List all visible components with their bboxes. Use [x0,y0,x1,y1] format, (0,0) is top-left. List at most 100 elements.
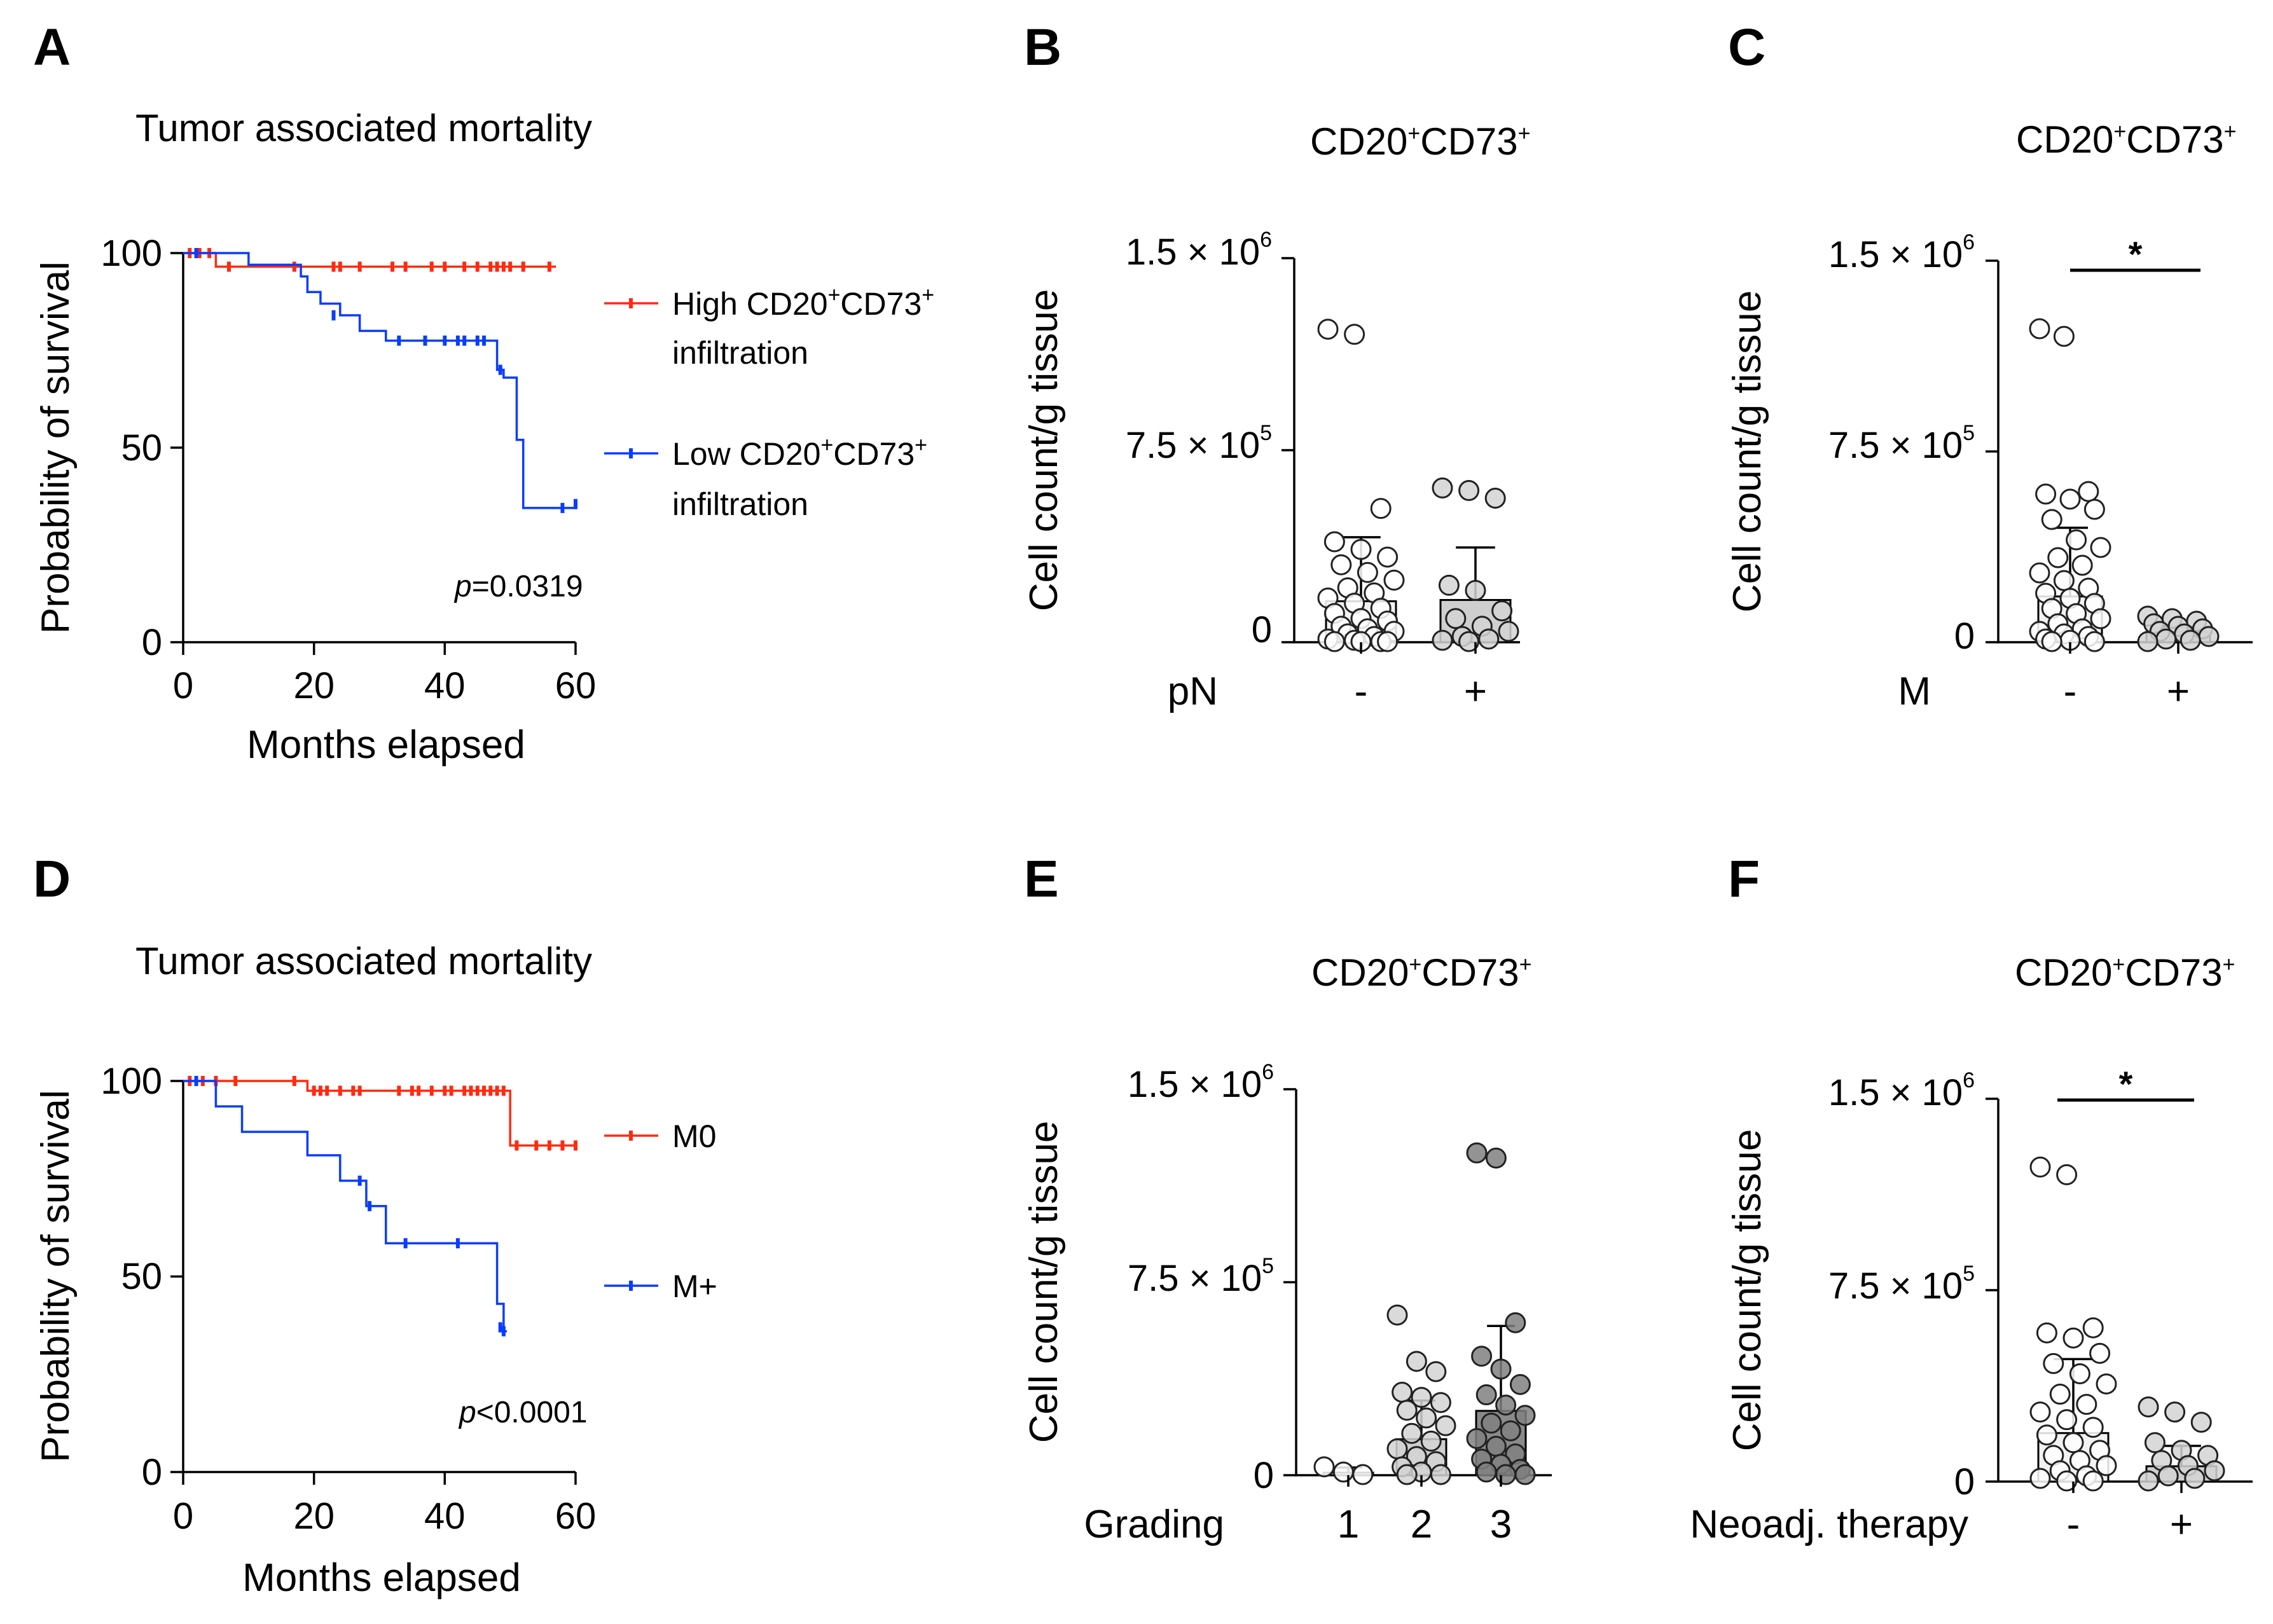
km-d-legend: M0 M+ [604,1118,717,1304]
data-point [1330,554,1352,575]
km-d-series-mplus [183,1076,508,1337]
category-label: - [1355,670,1368,713]
legend-label-low-line2: infiltration [672,486,808,522]
data-point [2204,1460,2225,1482]
data-point [2069,1363,2090,1384]
panel-a-title: Tumor associated mortality [135,107,592,149]
bar-f-axes [1997,1099,2253,1483]
data-point [1344,324,1365,345]
data-point [2029,1156,2051,1178]
panel-d-title: Tumor associated mortality [135,940,592,982]
panel-f: F CD20+CD73+ 0 7.5 × 105 1.5 × 106 Cell … [1690,850,2253,1546]
data-point [2082,1317,2104,1338]
panel-b: B CD20+CD73+ 0 7.5 × 105 1.5 × 106 Cell … [1022,18,1531,713]
data-point [2041,631,2062,652]
data-point [2049,1384,2071,1405]
bar-c-ytick-1: 7.5 × 105 [1828,421,1975,466]
bar-c-ylabel: Cell count/g tissue [1725,291,1769,613]
km-d-series-m0 [183,1076,577,1151]
data-point [1435,1415,1456,1436]
km-d-pvalue: p<0.0001 [458,1396,588,1429]
km-d-ytick-label: 50 [121,1256,162,1297]
data-point [2198,626,2220,647]
data-point [2082,1417,2104,1438]
data-point [2096,1373,2117,1394]
data-point [1406,1351,1427,1372]
data-point [2029,562,2050,584]
km-d-xtick-label: 60 [555,1496,597,1537]
data-point [1505,1312,1526,1333]
data-point [2144,1432,2166,1454]
km-a-ytick-label: 100 [100,233,162,274]
data-point [2041,509,2062,530]
km-a-legend: High CD20+CD73+ infiltration Low CD20+CD… [604,283,934,522]
data-point [1478,628,1500,650]
data-point [2078,481,2099,502]
data-point [2076,1394,2097,1415]
category-label: 2 [1411,1503,1432,1546]
bar-f-bars: - + * [2029,1064,2225,1546]
data-point [1377,631,1399,652]
data-point [1458,631,1480,652]
data-point [1392,1382,1413,1403]
data-point [2071,554,2093,576]
data-point [1352,1464,1374,1485]
data-point [1475,1384,1497,1406]
km-d-xtick-label: 20 [293,1496,335,1537]
data-point [2059,488,2081,510]
category-label: + [1464,670,1487,713]
data-point [1475,1461,1497,1483]
bar-b-ylabel: Cell count/g tissue [1022,289,1066,612]
data-point [1357,561,1378,583]
panel-e-letter: E [1024,850,1059,908]
panel-f-title: CD20+CD73+ [2015,951,2235,994]
km-step-line [183,252,576,509]
panel-e: E CD20+CD73+ 0 7.5 × 105 1.5 × 106 Cell … [1022,850,1552,1546]
panel-f-letter: F [1728,850,1760,908]
data-point [2090,537,2111,558]
km-a-xlabel: Months elapsed [247,723,525,767]
data-point [1420,1430,1442,1452]
data-point [1386,1304,1408,1326]
bar-c-ytick-2: 1.5 × 106 [1828,230,1975,275]
data-point [2043,1352,2064,1374]
data-point [2056,1409,2078,1431]
data-point [1430,1464,1451,1485]
data-point [1500,1420,1521,1442]
data-point [1411,1387,1432,1408]
data-point [2029,1468,2051,1489]
data-point [1323,531,1345,553]
bar-plot-b: 0 7.5 × 105 1.5 × 106 Cell count/g tissu… [1022,228,1520,713]
data-point [2089,1342,2111,1364]
data-point [1377,546,1399,568]
km-d-xtick-label: 0 [173,1496,193,1537]
data-point [1313,1456,1335,1478]
panel-d: D Tumor associated mortality 0 50 100 0 … [33,850,717,1600]
data-point [1458,479,1480,501]
km-a-series-low [183,248,577,513]
bar-e-ylabel: Cell count/g tissue [1022,1121,1066,1443]
km-a-ytick-label: 50 [121,427,162,469]
significance-star: * [2129,234,2143,274]
bar-e-ytick-2: 1.5 × 106 [1128,1060,1274,1105]
panel-a: A Tumor associated mortality 0 50 100 0 … [33,18,934,767]
data-point [2062,1327,2084,1349]
bar-f-ytick-1: 7.5 × 105 [1828,1262,1975,1307]
data-point [2138,1470,2159,1492]
panel-b-title: CD20+CD73+ [1310,120,1531,163]
bar-plot-f: 0 7.5 × 105 1.5 × 106 Cell count/g tissu… [1690,1064,2253,1546]
km-a-series-high [183,248,556,272]
data-point [1514,1464,1536,1485]
data-point [1495,1394,1517,1416]
data-point [1332,1461,1354,1483]
data-point [1430,1392,1451,1414]
data-point [2036,1322,2057,1344]
data-point [1471,1345,1493,1367]
km-step-line [183,1080,508,1333]
legend-label-high-line2: infiltration [672,335,808,371]
km-a-pvalue: p=0.0319 [453,570,583,603]
data-point [2056,1470,2078,1492]
data-point [2138,1396,2159,1418]
data-point [1350,539,1372,560]
panel-b-letter: B [1024,18,1061,76]
